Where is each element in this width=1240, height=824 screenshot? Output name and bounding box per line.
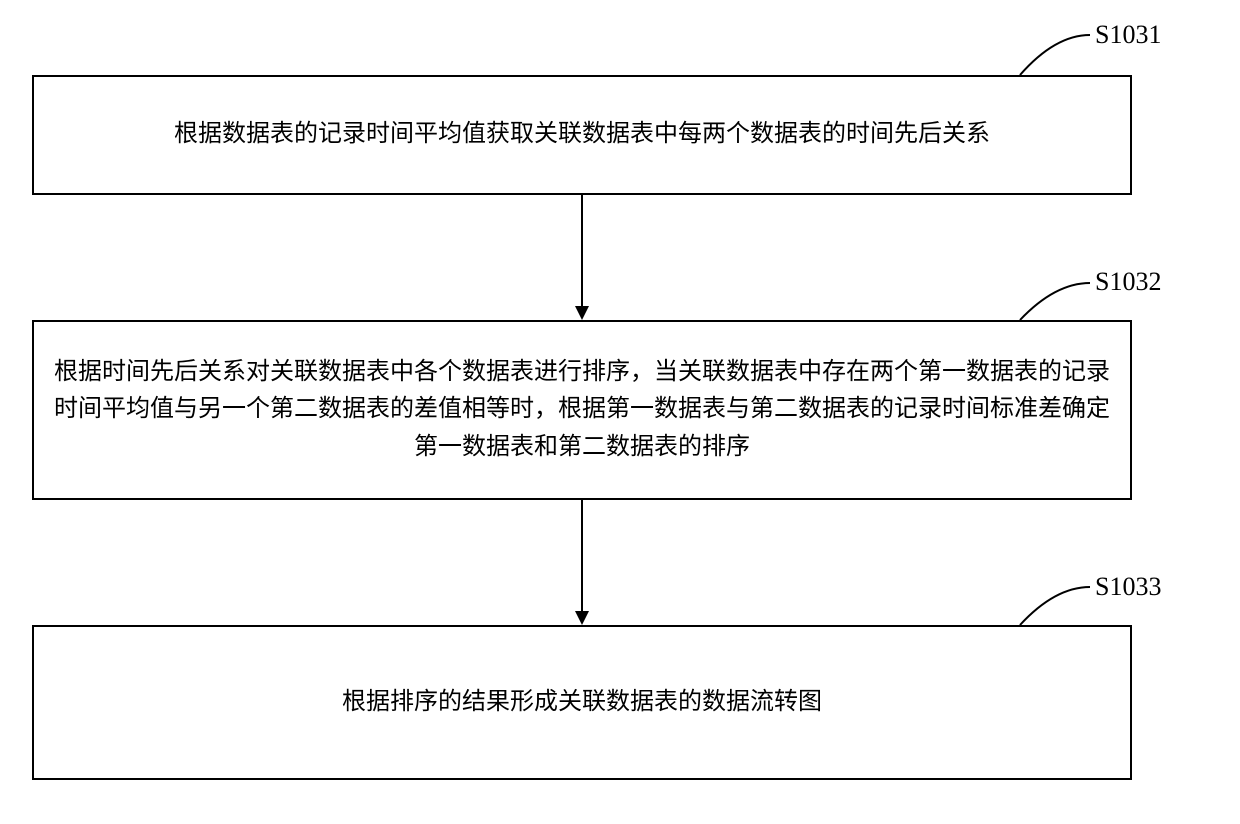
step-box-s1031: 根据数据表的记录时间平均值获取关联数据表中每两个数据表的时间先后关系: [32, 75, 1132, 195]
step-text-s1033: 根据排序的结果形成关联数据表的数据流转图: [342, 684, 822, 721]
step-box-s1032: 根据时间先后关系对关联数据表中各个数据表进行排序，当关联数据表中存在两个第一数据…: [32, 320, 1132, 500]
step-box-s1033: 根据排序的结果形成关联数据表的数据流转图: [32, 625, 1132, 780]
step-text-s1032: 根据时间先后关系对关联数据表中各个数据表进行排序，当关联数据表中存在两个第一数据…: [54, 354, 1110, 466]
leader-line-s1033: [1000, 582, 1110, 637]
leader-line-s1031: [1000, 30, 1110, 85]
arrow-s1031-s1032: [572, 195, 592, 320]
arrow-s1032-s1033: [572, 500, 592, 625]
flowchart-canvas: 根据数据表的记录时间平均值获取关联数据表中每两个数据表的时间先后关系 S1031…: [0, 0, 1240, 824]
step-text-s1031: 根据数据表的记录时间平均值获取关联数据表中每两个数据表的时间先后关系: [174, 116, 990, 153]
leader-line-s1032: [1000, 278, 1110, 333]
